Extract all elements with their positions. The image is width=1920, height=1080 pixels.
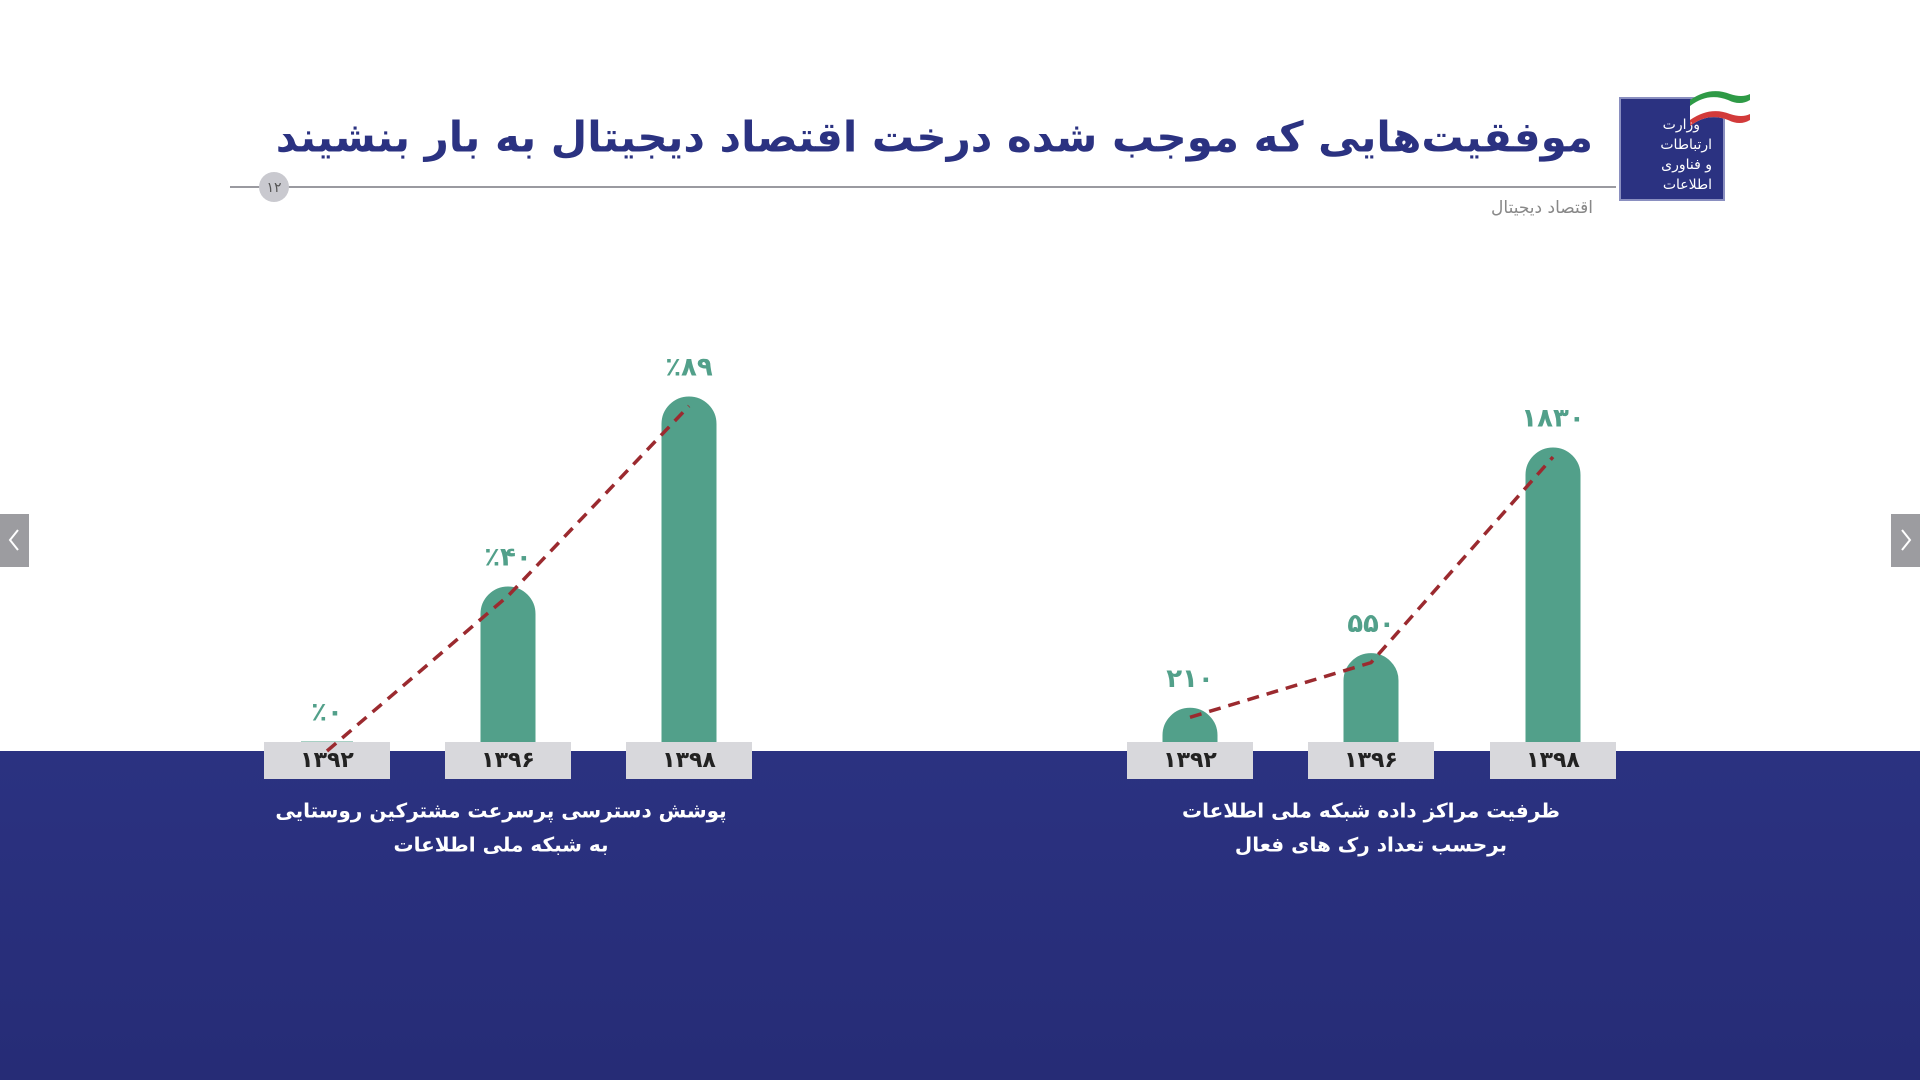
logo-flag-green — [1690, 91, 1750, 106]
value-label: ۲۱۰ — [1166, 664, 1214, 694]
category-label: ۱۳۹۸ — [662, 748, 716, 773]
category-box — [445, 742, 571, 779]
next-button[interactable] — [1891, 514, 1920, 567]
category-label: ۱۳۹۸ — [1526, 748, 1580, 773]
bar — [480, 586, 536, 745]
slide-title: موفقیت‌هایی که موجب شده درخت اقتصاد دیجی… — [276, 113, 1593, 163]
trend-line — [1189, 455, 1555, 719]
bottom-band — [0, 751, 1920, 1080]
value-label: ۱۸۳۰ — [1521, 404, 1584, 434]
logo-flag-red — [1690, 111, 1750, 126]
category-label: ۱۳۹۲ — [1163, 748, 1217, 773]
prev-slide[interactable] — [0, 514, 29, 567]
logo-text: ارتباطات — [1660, 137, 1712, 153]
logo-text: و فناوری — [1661, 157, 1712, 173]
value-label: ٪۸۹ — [665, 353, 713, 383]
bar — [1525, 447, 1581, 745]
category-box — [1490, 742, 1616, 779]
value-label: ٪۴۰ — [484, 542, 532, 572]
bar — [1343, 653, 1399, 745]
page-number: ۱۲ — [266, 180, 281, 196]
prev-icon — [8, 529, 19, 551]
category-box — [626, 742, 752, 779]
prev-button[interactable] — [0, 514, 29, 567]
page-badge — [259, 172, 289, 202]
logo-text: اطلاعات — [1663, 177, 1712, 193]
category-label: ۱۳۹۲ — [300, 748, 354, 773]
category-label: ۱۳۹۶ — [481, 748, 535, 773]
logo-text: وزارت — [1663, 117, 1700, 133]
category-box — [1308, 742, 1434, 779]
next-slide[interactable] — [1891, 514, 1920, 567]
slide-subtitle: اقتصاد دیجیتال — [1491, 198, 1593, 218]
category-box — [264, 742, 390, 779]
category-box — [1127, 742, 1253, 779]
chart-caption: پوشش دسترسی پرسرعت مشترکین روستایی — [275, 799, 726, 824]
logo: وزارت ارتباطات و فناوری اطلاعات — [1619, 91, 1750, 201]
category-label: ۱۳۹۶ — [1344, 748, 1398, 773]
chart-caption: ظرفیت مراکز داده شبکه ملی اطلاعات — [1182, 799, 1560, 823]
value-label: ٪۰ — [311, 698, 343, 728]
chart-caption: برحسب تعداد رک های فعال — [1235, 833, 1507, 857]
chart-caption: به شبکه ملی اطلاعات — [393, 833, 608, 857]
value-label: ۵۵۰ — [1347, 609, 1395, 639]
bar — [661, 396, 717, 745]
next-icon — [1901, 529, 1912, 551]
bar — [1162, 707, 1218, 745]
